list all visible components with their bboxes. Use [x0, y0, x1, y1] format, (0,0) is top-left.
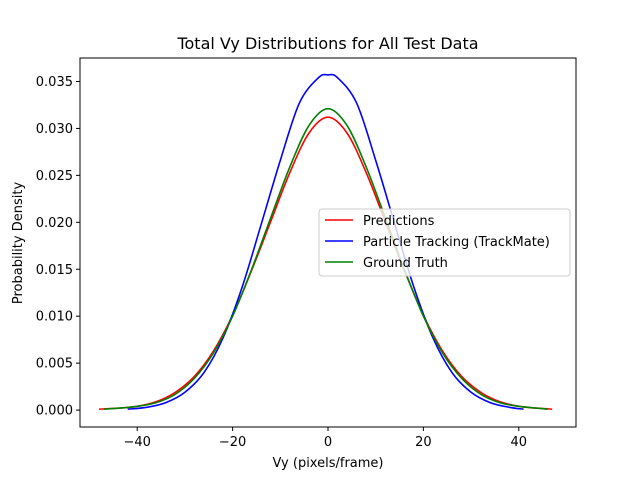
y-tick-label: 0.020: [36, 216, 73, 231]
legend-box: [318, 208, 571, 277]
x-tick-label: 0: [324, 435, 332, 450]
legend-label: Ground Truth: [363, 256, 448, 271]
legend-label: Predictions: [363, 214, 435, 229]
series-line-ground-truth: [103, 107, 548, 410]
x-tick-label: 20: [415, 435, 432, 450]
x-axis-ticks: −40 −20 0 20 40: [124, 427, 527, 450]
x-axis-label: Vy (pixels/frame): [273, 456, 384, 471]
x-tick-label: 40: [510, 435, 527, 450]
y-axis-ticks: 0.000 0.005 0.010 0.015 0.020 0.025 0.030 0.035: [36, 75, 80, 419]
y-tick-label: 0.025: [36, 169, 73, 184]
legend: Predictions Particle Tracking (TrackMate)…: [318, 208, 571, 277]
y-tick-label: 0.015: [36, 263, 73, 278]
y-tick-label: 0.000: [36, 404, 73, 419]
series-line-predictions: [99, 116, 553, 410]
y-axis-label: Probability Density: [11, 182, 26, 305]
y-tick-label: 0.035: [36, 75, 73, 90]
series-group: [99, 73, 553, 410]
y-tick-label: 0.010: [36, 310, 73, 325]
y-tick-label: 0.005: [36, 357, 73, 372]
chart-title: Total Vy Distributions for All Test Data: [176, 34, 478, 53]
legend-label: Particle Tracking (TrackMate): [363, 235, 550, 250]
y-tick-label: 0.030: [36, 122, 73, 137]
x-tick-label: −40: [124, 435, 151, 450]
series-line-particle-tracking-trackmate: [127, 73, 524, 410]
x-tick-label: −20: [219, 435, 246, 450]
